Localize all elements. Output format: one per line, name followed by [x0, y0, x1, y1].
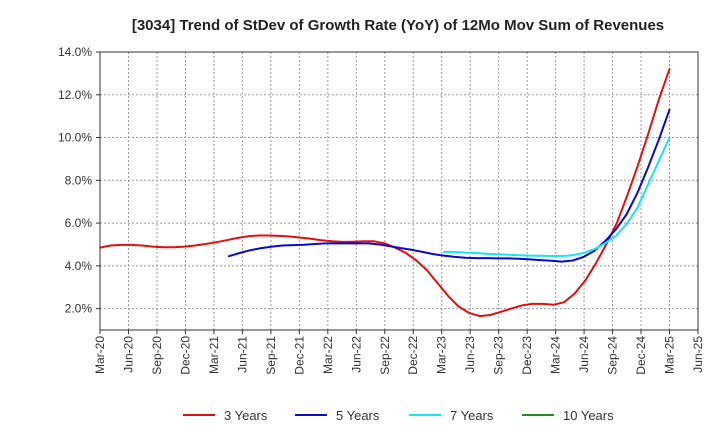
x-tick-label: Mar-23 — [435, 336, 449, 374]
y-tick-label: 10.0% — [58, 131, 92, 145]
grid-layer — [100, 51, 698, 330]
chart-title: [3034] Trend of StDev of Growth Rate (Yo… — [132, 17, 664, 34]
x-tick-label: Mar-22 — [321, 336, 335, 374]
y-tick-label: 6.0% — [65, 216, 93, 230]
x-tick-label: Sep-23 — [492, 336, 506, 375]
legend-label-3-years: 3 Years — [224, 408, 268, 423]
x-tick-label: Dec-24 — [634, 336, 648, 375]
y-tick-label: 2.0% — [65, 302, 93, 316]
x-tick-label: Jun-20 — [121, 336, 135, 373]
legend-label-7-years: 7 Years — [450, 408, 494, 423]
x-tick-label: Jun-25 — [691, 336, 705, 373]
x-tick-label: Mar-20 — [93, 336, 107, 374]
x-tick-label: Dec-22 — [406, 336, 420, 375]
x-tick-label: Sep-22 — [378, 336, 392, 375]
y-axis-ticks: 2.0% 4.0% 6.0% 8.0% 10.0% 12.0% 14.0% — [58, 45, 100, 316]
x-tick-label: Mar-24 — [549, 336, 563, 374]
x-tick-label: Jun-24 — [577, 336, 591, 373]
plot-frame — [99, 51, 699, 331]
y-tick-label: 4.0% — [65, 259, 93, 273]
x-tick-label: Jun-22 — [349, 336, 363, 373]
legend-label-10-years: 10 Years — [563, 408, 614, 423]
x-tick-label: Sep-24 — [606, 336, 620, 375]
legend: 3 Years 5 Years 7 Years 10 Years — [183, 408, 614, 423]
y-tick-label: 8.0% — [65, 173, 93, 187]
x-tick-label: Dec-20 — [178, 336, 192, 375]
y-tick-label: 14.0% — [58, 45, 92, 59]
x-tick-label: Dec-21 — [292, 336, 306, 375]
series-line-7-years — [442, 136, 671, 257]
series-line-5-years — [227, 108, 671, 263]
x-tick-label: Jun-21 — [235, 336, 249, 373]
series-line-3-years — [99, 68, 671, 318]
x-tick-label: Dec-23 — [520, 336, 534, 375]
x-tick-label: Sep-20 — [150, 336, 164, 375]
x-tick-label: Mar-21 — [207, 336, 221, 374]
x-tick-label: Jun-23 — [463, 336, 477, 373]
y-tick-label: 12.0% — [58, 88, 92, 102]
legend-label-5-years: 5 Years — [336, 408, 380, 423]
x-tick-label: Mar-25 — [663, 336, 677, 374]
x-tick-label: Sep-21 — [264, 336, 278, 375]
series-layer — [99, 68, 671, 318]
x-axis-ticks: Mar-20 Jun-20 Sep-20 Dec-20 Mar-21 Jun-21 Sep-… — [93, 330, 705, 375]
